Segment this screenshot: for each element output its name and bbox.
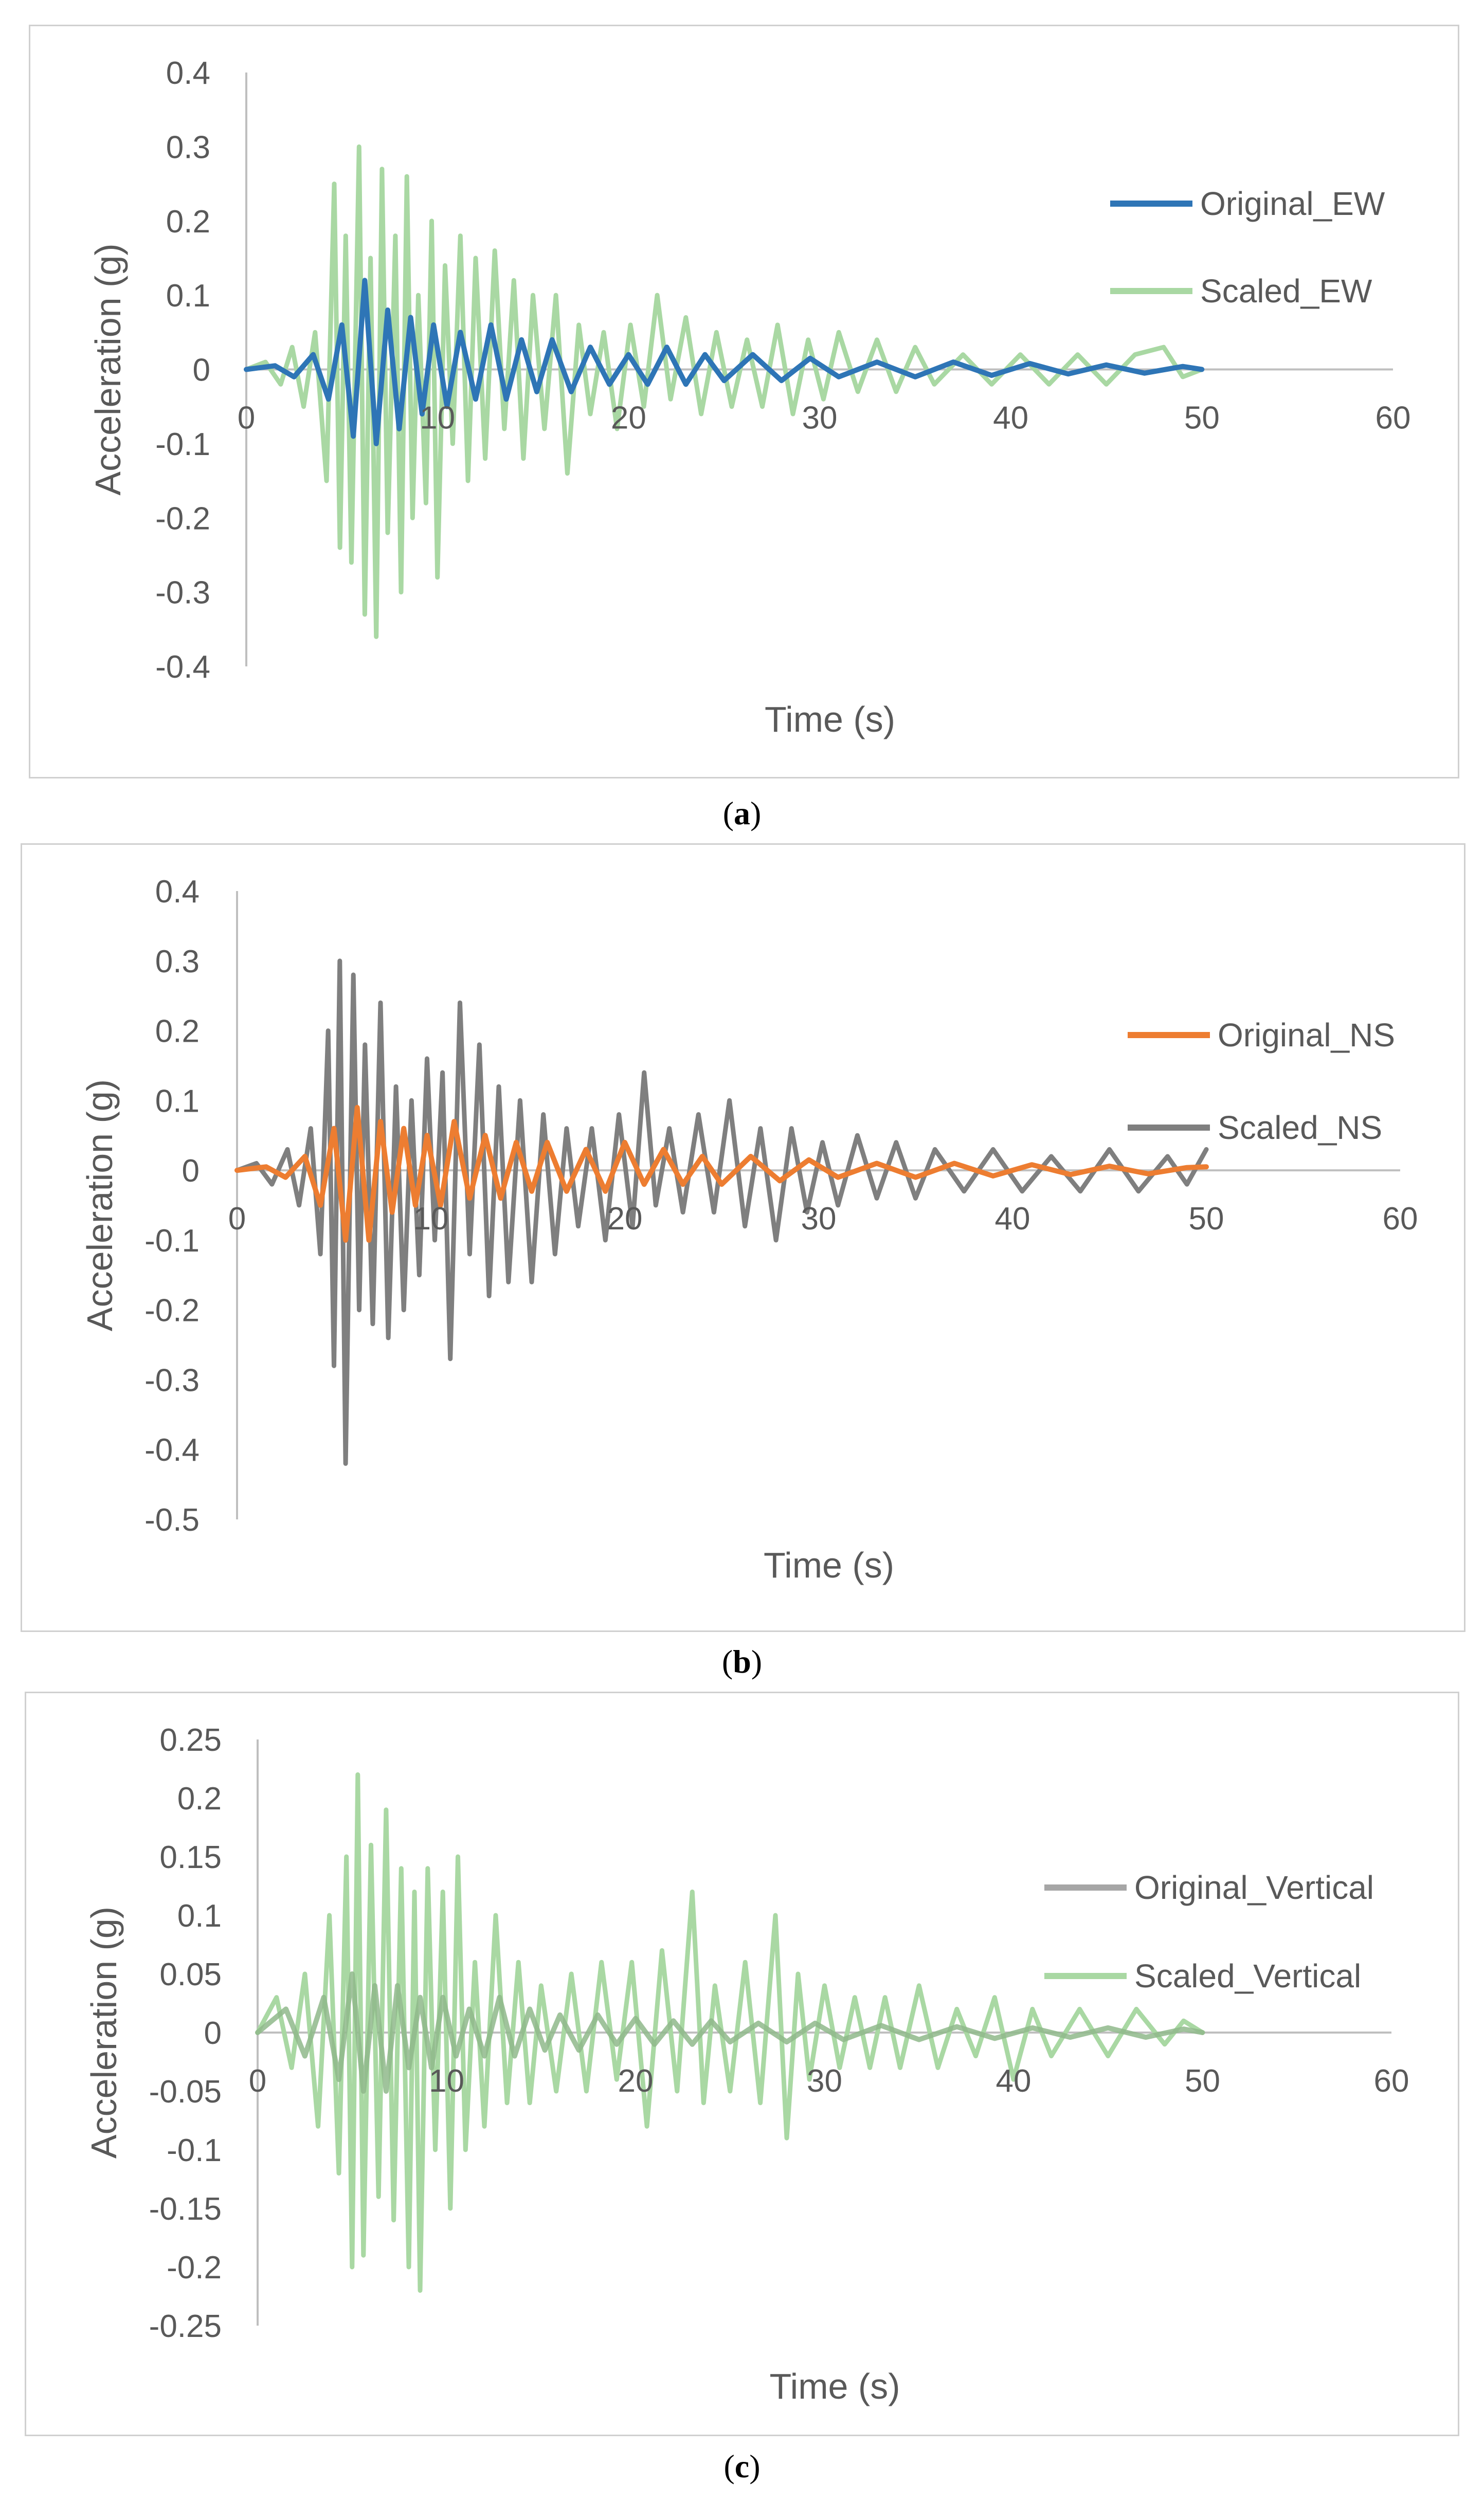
chart-c-y-tick-label: 0.2 xyxy=(177,1781,222,1817)
caption-c-letter: c xyxy=(734,2448,750,2485)
chart-c-y-tick-label: -0.25 xyxy=(149,2309,222,2344)
chart-b-y-tick-label: -0.3 xyxy=(144,1363,200,1398)
chart-b-x-tick-label: 0 xyxy=(228,1201,246,1237)
chart-c-legend-label: Original_Vertical xyxy=(1134,1869,1374,1906)
chart-c-legend-label: Scaled_Vertical xyxy=(1134,1957,1361,1995)
chart-b-x-axis-label: Time (s) xyxy=(764,1545,894,1585)
chart-c-y-tick-label: 0.25 xyxy=(159,1723,222,1758)
chart-panel-a: 0.4 0.3 0.2 0.1 0 -0.1 -0.2 -0.3 -0.4 0 10 20 30 40 50… xyxy=(29,25,1459,778)
chart-b-series-scaled-ns xyxy=(234,958,1209,1466)
chart-c-series-scaled-vertical xyxy=(255,1772,1205,2293)
chart-a-x-tick-label: 0 xyxy=(238,401,255,436)
caption-b-letter: b xyxy=(733,1643,751,1680)
caption-a: (a) xyxy=(722,795,762,831)
chart-b-y-tick-label: -0.4 xyxy=(144,1433,200,1468)
chart-a-legend-label: Scaled_EW xyxy=(1200,273,1372,310)
chart-a-series-scaled-ew xyxy=(244,144,1204,639)
chart-b-x-tick-label: 40 xyxy=(995,1201,1030,1237)
chart-a-y-tick-label: 0.2 xyxy=(166,204,210,240)
chart-b-y-tick-label: 0.3 xyxy=(155,944,200,980)
chart-b-y-tick-label: 0.2 xyxy=(155,1014,200,1049)
chart-b-x-tick-label: 10 xyxy=(413,1201,449,1237)
chart-b-y-tick-label: 0 xyxy=(182,1153,200,1189)
chart-a-y-tick-label: -0.1 xyxy=(155,427,210,462)
chart-b-y-axis-label: Acceleration (g) xyxy=(80,1079,120,1331)
chart-c-y-tick-label: 0.1 xyxy=(177,1898,222,1934)
chart-c-x-tick-label: 60 xyxy=(1374,2063,1409,2099)
chart-a-legend-label: Original_EW xyxy=(1200,185,1385,222)
chart-b-y-tick-label: 0.1 xyxy=(155,1083,200,1119)
caption-b: (b) xyxy=(721,1643,763,1680)
caption-c: (c) xyxy=(723,2448,761,2485)
chart-a-y-tick-label: 0.3 xyxy=(166,130,210,165)
chart-b-x-tick-label: 60 xyxy=(1383,1201,1418,1237)
chart-c-y-tick-label: 0.15 xyxy=(159,1840,222,1875)
chart-a-y-tick-label: -0.2 xyxy=(155,501,210,536)
chart-a-y-tick-label: -0.4 xyxy=(155,649,210,685)
chart-b-y-tick-label: 0.4 xyxy=(155,874,200,910)
chart-b-y-tick-label: -0.1 xyxy=(144,1223,200,1259)
chart-c-y-tick-label: -0.05 xyxy=(149,2074,222,2110)
chart-a-series-original-ew xyxy=(244,278,1205,446)
chart-c-x-tick-label: 10 xyxy=(429,2063,464,2099)
chart-a-y-axis-label: Acceleration (g) xyxy=(88,243,128,495)
chart-b-series-original-ns xyxy=(234,1104,1209,1243)
chart-c-y-tick-label: 0 xyxy=(204,2016,222,2051)
chart-a-x-tick-label: 30 xyxy=(802,401,838,436)
chart-panel-c: 0.25 0.2 0.15 0.1 0.05 0 -0.05 -0.1 -0.15 -0.2 -0.… xyxy=(25,1692,1459,2436)
chart-b-y-tick-label: -0.2 xyxy=(144,1293,200,1329)
chart-c-x-tick-label: 0 xyxy=(249,2063,266,2099)
chart-c-x-axis-label: Time (s) xyxy=(769,2366,900,2406)
chart-b-legend-label: Scaled_NS xyxy=(1218,1109,1382,1146)
chart-a-y-tick-label: 0 xyxy=(193,353,210,388)
chart-c-x-tick-label: 50 xyxy=(1185,2063,1220,2099)
chart-a-y-tick-label: -0.3 xyxy=(155,575,210,611)
chart-a-x-axis-label: Time (s) xyxy=(765,699,895,739)
chart-c-y-tick-label: -0.1 xyxy=(167,2133,222,2168)
chart-b-x-tick-label: 20 xyxy=(607,1201,643,1237)
chart-c-svg: 0.25 0.2 0.15 0.1 0.05 0 -0.05 -0.1 -0.15 -0.2 -0.… xyxy=(84,1723,1409,2406)
chart-c-y-axis-label: Acceleration (g) xyxy=(84,1907,124,2159)
chart-b-x-tick-label: 30 xyxy=(801,1201,837,1237)
chart-c-series-original-vertical xyxy=(255,1971,1205,2094)
chart-b-y-tick-label: -0.5 xyxy=(144,1502,200,1538)
chart-c-x-tick-label: 40 xyxy=(996,2063,1031,2099)
chart-b-legend-label: Original_NS xyxy=(1218,1017,1395,1054)
chart-a-y-tick-label: 0.4 xyxy=(166,56,210,91)
chart-panel-b: 0.4 0.3 0.2 0.1 0 -0.1 -0.2 -0.3 -0.4 -0.5 0 10 20 30… xyxy=(21,843,1465,1632)
caption-a-letter: a xyxy=(734,795,750,831)
chart-a-x-tick-label: 60 xyxy=(1376,401,1411,436)
chart-a-x-tick-label: 20 xyxy=(611,401,646,436)
chart-a-y-tick-label: 0.1 xyxy=(166,278,210,314)
chart-a-svg: 0.4 0.3 0.2 0.1 0 -0.1 -0.2 -0.3 -0.4 0 10 20 30 40 50… xyxy=(88,56,1411,739)
chart-a-x-tick-label: 50 xyxy=(1184,401,1220,436)
chart-b-x-tick-label: 50 xyxy=(1189,1201,1224,1237)
chart-c-y-tick-label: -0.2 xyxy=(167,2250,222,2286)
chart-c-x-tick-label: 30 xyxy=(807,2063,842,2099)
chart-c-x-tick-label: 20 xyxy=(618,2063,654,2099)
chart-c-y-tick-label: -0.15 xyxy=(149,2191,222,2227)
chart-a-x-tick-label: 10 xyxy=(420,401,455,436)
chart-b-svg: 0.4 0.3 0.2 0.1 0 -0.1 -0.2 -0.3 -0.4 -0.5 0 10 20 30… xyxy=(80,874,1418,1585)
chart-c-y-tick-label: 0.05 xyxy=(159,1957,222,1992)
chart-a-x-tick-label: 40 xyxy=(993,401,1028,436)
